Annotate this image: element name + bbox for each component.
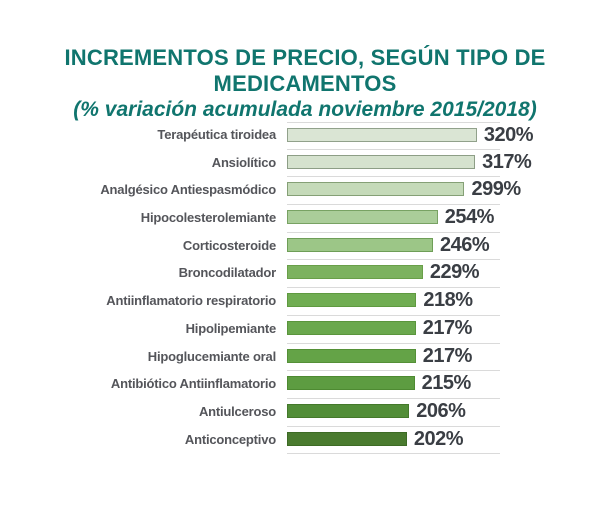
value-label: 206% (416, 399, 466, 422)
bar (287, 293, 417, 308)
value-label: 217% (422, 316, 473, 339)
category-label: Anticonceptivo (184, 431, 276, 447)
bar-row: Analgésico Antiespasmódico 299% (0, 177, 610, 206)
chart-subtitle: (% variación acumulada noviembre 2015/20… (73, 98, 537, 121)
bar (287, 182, 465, 197)
bar (287, 210, 438, 225)
bar (287, 431, 407, 446)
bar-row: Terapéutica tiroidea 320% (0, 122, 610, 150)
bar-row: Hipoglucemiante oral 217% (0, 344, 610, 372)
chart-title-line2: MEDICAMENTOS (213, 71, 397, 96)
bar-track: 299% (287, 177, 521, 206)
bar-track: 246% (287, 233, 500, 261)
bar-row: Hipolipemiante 217% (0, 316, 610, 344)
bar (287, 348, 416, 363)
category-label: Hipocolesterolemiante (140, 210, 276, 226)
bar-track: 215% (287, 371, 500, 399)
bar-row: Broncodilatador 229% (0, 260, 610, 289)
category-label: Corticosteroide (182, 237, 276, 253)
chart-title-line1: INCREMENTOS DE PRECIO, SEGÚN TIPO DE (64, 45, 546, 70)
bar-row: Antiinflamatorio respiratorio 218% (0, 288, 610, 316)
bar-track: 218% (287, 288, 500, 316)
category-label: Analgésico Antiespasmódico (100, 182, 276, 198)
bar-row: Hipocolesterolemiante 254% (0, 205, 610, 233)
value-label: 218% (423, 289, 473, 312)
bar-row: Anticonceptivo 202% (0, 427, 610, 455)
category-label: Antibiótico Antiinflamatorio (110, 376, 276, 392)
category-label: Antiulceroso (198, 403, 276, 419)
value-label: 254% (444, 206, 495, 229)
value-label: 202% (413, 427, 464, 450)
bar-row: Corticosteroide 246% (0, 233, 610, 261)
bar-track: 217% (287, 316, 500, 344)
bar (287, 237, 433, 252)
chart-title: INCREMENTOS DE PRECIO, SEGÚN TIPO DE MED… (0, 0, 610, 97)
value-label: 320% (483, 124, 534, 146)
bar (287, 154, 476, 169)
bar-track: 217% (287, 344, 500, 372)
bar-track: 229% (287, 260, 500, 289)
category-label: Ansiolítico (211, 154, 276, 170)
category-label: Antiinflamatorio respiratorio (106, 293, 276, 309)
bar-row: Antibiótico Antiinflamatorio 215% (0, 371, 610, 399)
bar (287, 320, 416, 335)
bar-track: 317% (287, 150, 532, 178)
bar (287, 403, 410, 418)
category-label: Hipoglucemiante oral (147, 348, 276, 364)
value-label: 317% (482, 150, 532, 173)
category-label: Broncodilatador (178, 265, 277, 281)
bar (287, 128, 477, 142)
value-label: 246% (440, 233, 490, 256)
value-label: 215% (421, 372, 472, 395)
bar-track: 254% (287, 205, 500, 233)
category-label: Hipolipemiante (185, 320, 277, 336)
bar-track: 206% (287, 399, 500, 427)
bar-track: 202% (287, 427, 500, 455)
value-label: 229% (429, 261, 480, 284)
value-label: 299% (471, 178, 521, 201)
bar-row: Antiulceroso 206% (0, 399, 610, 427)
bar (287, 265, 423, 280)
category-label: Terapéutica tiroidea (157, 127, 276, 142)
value-label: 217% (422, 344, 473, 367)
bar-chart: Terapéutica tiroidea 320% Ansiolítico 31… (0, 122, 610, 455)
bar-track: 320% (287, 122, 534, 150)
bar-row: Ansiolítico 317% (0, 150, 610, 178)
bar (287, 376, 415, 391)
